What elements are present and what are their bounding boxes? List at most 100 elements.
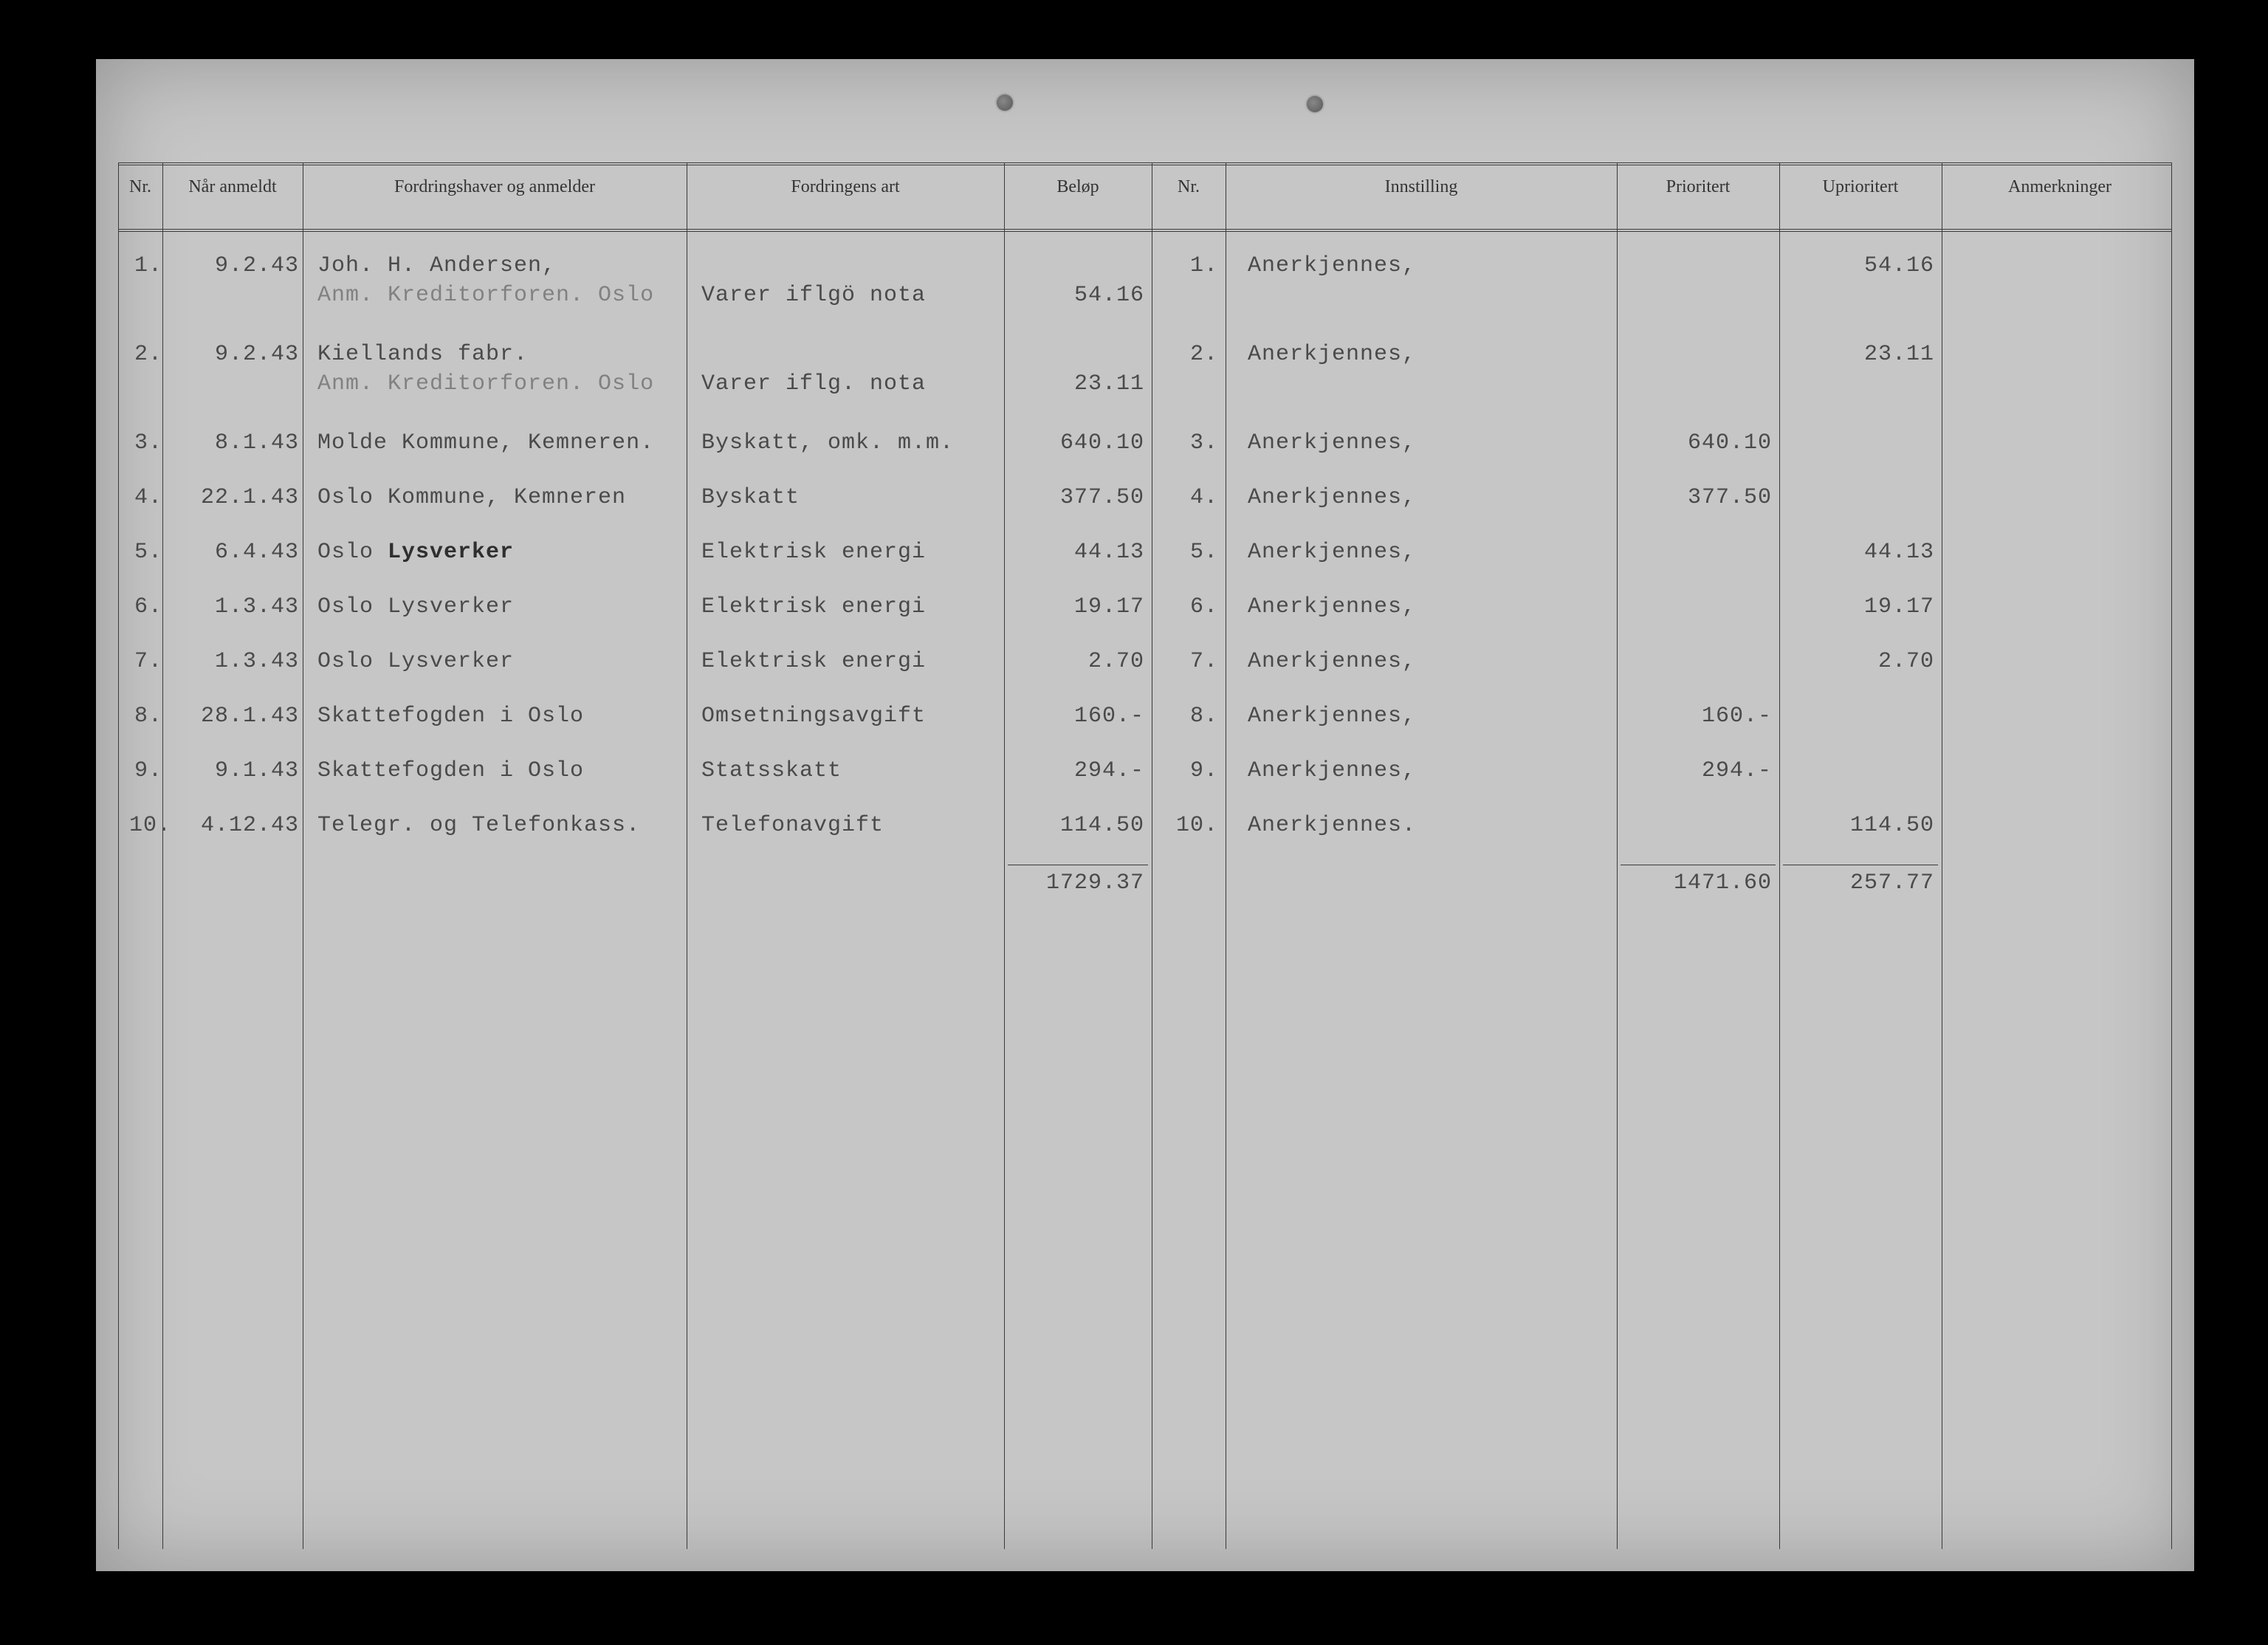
hdr-nr: Nr. [129, 177, 151, 197]
ledger-row: 10. 4.12.43 Telegr. og Telefonkass. Telefon… [96, 807, 2194, 862]
rule-top [118, 162, 2172, 165]
hdr-art: Fordringens art [791, 177, 899, 197]
cell-nr: 7. [129, 649, 162, 674]
cell-nr: 9. [129, 758, 162, 783]
cell-innstilling: Anerkjennes, [1248, 485, 1602, 510]
cell-nr2: 9. [1159, 758, 1218, 783]
cell-date: 4.12.43 [170, 813, 299, 838]
cell-amount: 54.16 [1004, 283, 1150, 308]
cell-nr: 10. [129, 813, 162, 838]
cell-nr: 5. [129, 540, 162, 565]
cell-date: 8.1.43 [170, 430, 299, 456]
cell-art: Elektrisk energi [701, 594, 997, 619]
cell-prioritert: 640.10 [1624, 430, 1772, 456]
cell-date: 9.1.43 [170, 758, 299, 783]
cell-date: 1.3.43 [170, 594, 299, 619]
ledger-row: 4. 22.1.43 Oslo Kommune, Kemneren Byskatt 37… [96, 479, 2194, 534]
cell-nr2: 10. [1159, 813, 1218, 838]
total-prioritert: 1471.60 [1624, 870, 1772, 896]
hdr-naar: Når anmeldt [188, 177, 276, 197]
cell-nr2: 1. [1159, 253, 1218, 278]
cell-amount: 377.50 [1004, 485, 1150, 510]
ledger-row: 5. 6.4.43 Oslo Lysverker Elektrisk energi 44… [96, 534, 2194, 588]
cell-nr: 1. [129, 253, 162, 278]
cell-innstilling: Anerkjennes, [1248, 342, 1602, 367]
cell-nr2: 2. [1159, 342, 1218, 367]
cell-nr: 4. [129, 485, 162, 510]
cell-nr: 3. [129, 430, 162, 456]
ledger-row: 7. 1.3.43 Oslo Lysverker Elektrisk energi 2.… [96, 643, 2194, 698]
cell-nr: 6. [129, 594, 162, 619]
cell-amount: 23.11 [1004, 371, 1150, 396]
hdr-belop: Beløp [1056, 177, 1099, 197]
ledger-row: 3. 8.1.43 Molde Kommune, Kemneren. Byskatt,… [96, 425, 2194, 479]
cell-amount: 2.70 [1004, 649, 1150, 674]
cell-name: Molde Kommune, Kemneren. [317, 430, 679, 456]
cell-date: 1.3.43 [170, 649, 299, 674]
ledger-row: 1. 9.2.43 Joh. H. Andersen, Anm. Kreditorfo… [96, 247, 2194, 336]
ledger-row: 6.1.3.43Oslo LysverkerElektrisk energi19… [96, 588, 2194, 643]
cell-nr2: 4. [1159, 485, 1218, 510]
hdr-fh: Fordringshaver og anmelder [394, 177, 595, 197]
cell-name-sub: Anm. Kreditorforen. Oslo [317, 371, 679, 396]
cell-name: Kiellands fabr. [317, 342, 679, 367]
cell-art: Elektrisk energi [701, 540, 997, 565]
total-uprioritert: 257.77 [1787, 870, 1934, 896]
cell-name: Telegr. og Telefonkass. [317, 813, 679, 838]
ledger-page: Nr. Når anmeldt Fordringshaver og anmeld… [96, 59, 2194, 1571]
cell-prioritert: 294.- [1624, 758, 1772, 783]
cell-nr2: 6. [1159, 594, 1218, 619]
hdr-nr2: Nr. [1178, 177, 1200, 197]
hdr-anm: Anmerkninger [2008, 177, 2111, 197]
cell-art: Byskatt [701, 485, 997, 510]
cell-amount: 160.- [1004, 704, 1150, 729]
cell-uprioritert: 54.16 [1787, 253, 1934, 278]
cell-innstilling: Anerkjennes, [1248, 594, 1602, 619]
cell-innstilling: Anerkjennes, [1248, 649, 1602, 674]
ledger-row: 2.9.2.43Kiellands fabr.Anm. Kreditorfore… [96, 336, 2194, 425]
cell-amount: 640.10 [1004, 430, 1150, 456]
cell-name: Oslo Kommune, Kemneren [317, 485, 679, 510]
cell-date: 6.4.43 [170, 540, 299, 565]
cell-nr: 8. [129, 704, 162, 729]
cell-name: Oslo Lysverker [317, 649, 679, 674]
ledger-row: 8. 28.1.43 Skattefogden i Oslo Omsetningsav… [96, 698, 2194, 752]
punch-hole [997, 95, 1013, 111]
cell-date: 28.1.43 [170, 704, 299, 729]
cell-name: Oslo Lysverker [317, 540, 679, 565]
cell-innstilling: Anerkjennes, [1248, 430, 1602, 456]
cell-name: Skattefogden i Oslo [317, 704, 679, 729]
cell-nr2: 5. [1159, 540, 1218, 565]
scan-frame: Nr. Når anmeldt Fordringshaver og anmeld… [0, 0, 2268, 1645]
cell-uprioritert: 23.11 [1787, 342, 1934, 367]
hdr-pri: Prioritert [1666, 177, 1731, 197]
cell-innstilling: Anerkjennes, [1248, 758, 1602, 783]
cell-name-sub: Anm. Kreditorforen. Oslo [317, 283, 679, 308]
cell-uprioritert: 114.50 [1787, 813, 1934, 838]
cell-date: 9.2.43 [170, 253, 299, 278]
cell-date: 22.1.43 [170, 485, 299, 510]
cell-nr: 2. [129, 342, 162, 367]
cell-art: Varer iflgö nota [701, 283, 997, 308]
punch-hole [1307, 96, 1323, 112]
cell-art: Telefonavgift [701, 813, 997, 838]
ledger-row: 9. 9.1.43 Skattefogden i Oslo Statsskatt 294… [96, 752, 2194, 807]
rule-under-header [118, 229, 2172, 232]
cell-innstilling: Anerkjennes, [1248, 704, 1602, 729]
cell-prioritert: 160.- [1624, 704, 1772, 729]
cell-uprioritert: 44.13 [1787, 540, 1934, 565]
cell-innstilling: Anerkjennes, [1248, 540, 1602, 565]
cell-name: Skattefogden i Oslo [317, 758, 679, 783]
cell-uprioritert: 2.70 [1787, 649, 1934, 674]
cell-uprioritert: 19.17 [1787, 594, 1934, 619]
total-amount: 1729.37 [1004, 870, 1150, 896]
cell-name: Joh. H. Andersen, [317, 253, 679, 278]
cell-art: Omsetningsavgift [701, 704, 997, 729]
cell-art: Elektrisk energi [701, 649, 997, 674]
cell-nr2: 7. [1159, 649, 1218, 674]
cell-art: Statsskatt [701, 758, 997, 783]
cell-prioritert: 377.50 [1624, 485, 1772, 510]
cell-amount: 294.- [1004, 758, 1150, 783]
cell-innstilling: Anerkjennes. [1248, 813, 1602, 838]
cell-art: Byskatt, omk. m.m. [701, 430, 997, 456]
